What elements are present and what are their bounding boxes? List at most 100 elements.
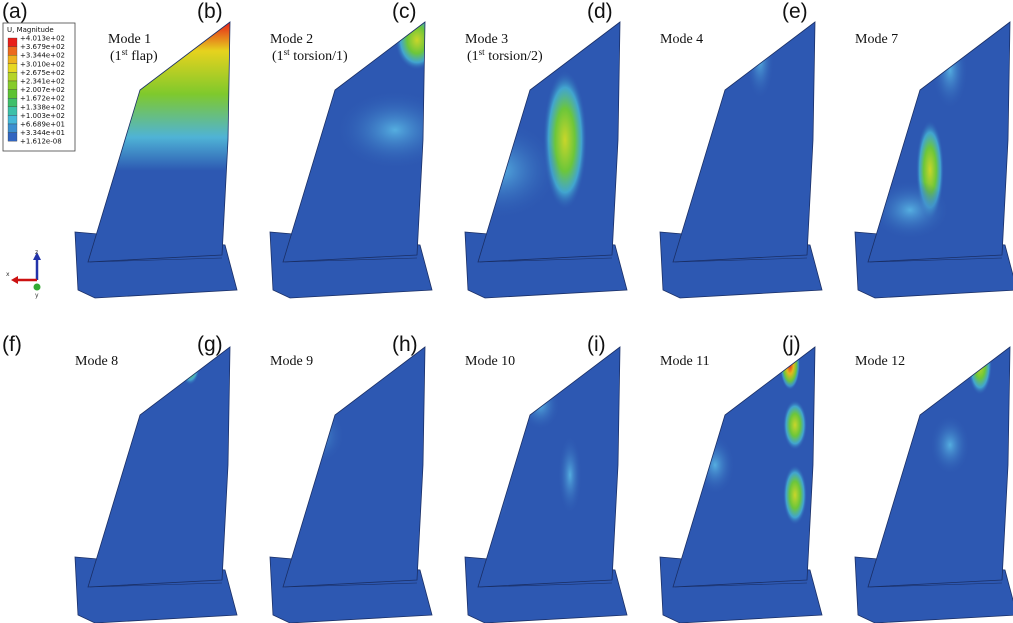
caption-text: (1 <box>467 49 479 64</box>
base-groove <box>674 257 808 263</box>
panel: (e) Mode 7 <box>782 0 1013 299</box>
mode-caption: Mode 3 <box>465 32 508 47</box>
caption-superscript: st <box>479 47 486 57</box>
displacement-zone <box>88 390 94 460</box>
panel: (h) Mode 10 <box>392 333 628 623</box>
base-groove <box>89 257 223 263</box>
legend-swatch <box>7 123 18 133</box>
mode-caption: Mode 10 <box>465 354 515 369</box>
caption-superscript: st <box>284 47 291 57</box>
displacement-zone <box>520 380 560 430</box>
displacement-zone <box>868 385 874 465</box>
displacement-zone <box>835 475 865 555</box>
legend-swatch <box>7 37 18 47</box>
legend-value: +1.672e+02 <box>20 95 65 103</box>
caption-text: Mode 1 <box>108 32 151 47</box>
legend-value: +3.344e+01 <box>20 129 65 137</box>
base-groove <box>89 582 223 588</box>
caption-text: Mode 10 <box>465 354 515 369</box>
panel: (f) Mode 8 <box>2 333 238 623</box>
panel: (c)Mode 3(1st torsion/2) <box>392 0 628 299</box>
legend-value: +1.338e+02 <box>20 103 65 111</box>
displacement-zone <box>783 465 807 525</box>
legend-swatch <box>7 106 18 116</box>
legend-title: U, Magnitude <box>7 26 54 34</box>
legend-swatch <box>7 63 18 73</box>
blade-outline <box>672 21 816 263</box>
legend-value: +1.003e+02 <box>20 112 65 120</box>
legend-swatch <box>7 55 18 64</box>
panel: (a) Mode 1(1st flap) <box>2 0 238 299</box>
legend-swatch <box>7 115 18 125</box>
x-head <box>11 276 18 284</box>
panel-label: (b) <box>197 0 223 23</box>
caption-text: (1 <box>272 49 284 64</box>
mode-caption: Mode 11 <box>660 354 710 369</box>
y-label: y <box>35 292 39 299</box>
mode-caption: Mode 1 <box>108 32 151 47</box>
panel: (g) Mode 9 <box>197 333 433 623</box>
blade <box>88 347 230 587</box>
blade <box>283 347 425 587</box>
blade-outline <box>282 346 426 588</box>
base-groove <box>284 582 418 588</box>
panel-label: (i) <box>587 333 606 356</box>
mode-caption: Mode 7 <box>855 32 898 47</box>
blade-outline <box>87 21 231 263</box>
panel-label: (a) <box>2 0 28 23</box>
panel: (i) Mode 11 <box>587 333 823 623</box>
blade-outline <box>282 21 426 263</box>
legend-value: +2.675e+02 <box>20 69 65 77</box>
legend-value: +6.689e+01 <box>20 121 65 129</box>
y-dot <box>33 283 41 291</box>
panel-label: (e) <box>782 0 808 23</box>
base-groove <box>479 582 613 588</box>
panel-label: (c) <box>392 0 417 23</box>
z-head <box>33 252 41 260</box>
displacement-zone <box>478 395 487 435</box>
blade <box>478 347 620 587</box>
caption-text: Mode 3 <box>465 32 508 47</box>
blade-outline <box>867 21 1011 263</box>
blade-outline <box>87 346 231 588</box>
caption-text: Mode 11 <box>660 354 710 369</box>
panel-label: (d) <box>587 0 613 23</box>
displacement-zone <box>695 435 735 495</box>
displacement-zone <box>136 359 164 391</box>
displacement-zone <box>868 55 880 105</box>
displacement-zone <box>335 90 425 170</box>
caption-text: Mode 8 <box>75 354 118 369</box>
legend-swatch <box>7 89 18 99</box>
legend-swatch <box>7 132 18 142</box>
blade-outline <box>477 21 621 263</box>
legend-value: +3.679e+02 <box>20 43 65 51</box>
legend-value: +3.344e+02 <box>20 52 65 60</box>
panel: (j) Mode 12 <box>782 333 1013 623</box>
panel: (b)Mode 2(1st torsion/1) <box>197 0 433 299</box>
base-groove <box>869 257 1003 263</box>
mode-caption: Mode 9 <box>270 354 313 369</box>
displacement-zone <box>870 180 950 240</box>
base-groove <box>479 257 613 263</box>
legend-value: +1.612e-08 <box>20 138 62 146</box>
caption-text: Mode 2 <box>270 32 313 47</box>
panel-label: (j) <box>782 333 801 356</box>
caption-text: torsion/1) <box>290 49 348 64</box>
displacement-zone <box>478 120 560 220</box>
caption-text: torsion/2) <box>485 49 543 64</box>
panel-label: (g) <box>197 333 223 356</box>
blade-outline <box>672 346 816 588</box>
mode-caption: (1st torsion/1) <box>272 47 348 64</box>
legend-value: +3.010e+02 <box>20 60 65 68</box>
mode-caption: Mode 8 <box>75 354 118 369</box>
legend-value: +2.341e+02 <box>20 78 65 86</box>
legend-value: +4.013e+02 <box>20 35 65 43</box>
displacement-zone <box>890 371 950 399</box>
mode-caption: (1st flap) <box>110 47 158 64</box>
legend-swatch <box>7 98 18 107</box>
mode-caption: (1st torsion/2) <box>467 47 543 64</box>
panel-label: (f) <box>2 333 22 356</box>
legend-swatch <box>7 80 18 90</box>
caption-text: Mode 7 <box>855 32 898 47</box>
